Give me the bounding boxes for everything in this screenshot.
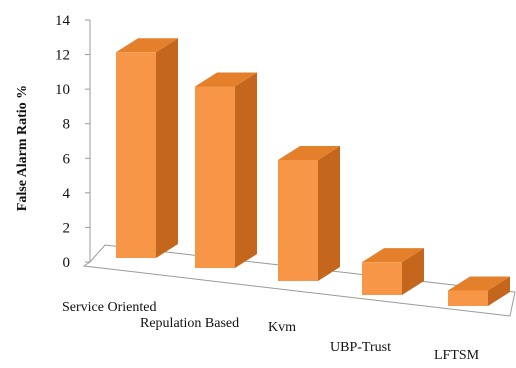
y-axis-title: False Alarm Ratio % [15, 85, 30, 211]
bar-top [278, 146, 340, 160]
bar [278, 146, 340, 281]
chart-walls [82, 20, 516, 317]
bar-side [235, 72, 257, 268]
x-tick-label: Repulation Based [140, 316, 239, 331]
bar [362, 248, 424, 295]
y-axis-ticks: 0 2 4 6 8 10 12 14 [55, 13, 90, 271]
bar-front [116, 52, 156, 258]
bar-side [156, 38, 178, 258]
bar-top [195, 72, 257, 87]
bar [116, 38, 178, 258]
bar [195, 72, 257, 268]
y-tick-label: 4 [63, 186, 71, 202]
bar-side [318, 146, 340, 281]
y-tick-label: 0 [63, 255, 71, 271]
y-tick-label: 14 [55, 13, 71, 29]
floor-plane [82, 244, 516, 317]
bars [116, 38, 510, 306]
y-tick-label: 12 [55, 48, 70, 64]
bar-top [362, 248, 424, 263]
bar-front [448, 290, 488, 306]
x-tick-label: Kvm [268, 320, 296, 335]
x-tick-label: LFTSM [434, 348, 480, 363]
bar [448, 276, 510, 306]
bar-side [488, 276, 510, 306]
bar-top [448, 276, 510, 291]
bar-front [195, 86, 235, 268]
x-tick-label: UBP-Trust [330, 340, 391, 355]
y-tick-label: 6 [63, 151, 71, 167]
bar-side [402, 248, 424, 295]
y-tick-label: 10 [55, 82, 70, 98]
x-tick-label: Service Oriented [62, 300, 156, 315]
bar-front [278, 160, 318, 281]
y-tick-label: 2 [63, 220, 71, 236]
bar-top [116, 38, 178, 53]
y-tick-label: 8 [63, 117, 71, 133]
bar-front [362, 262, 402, 295]
